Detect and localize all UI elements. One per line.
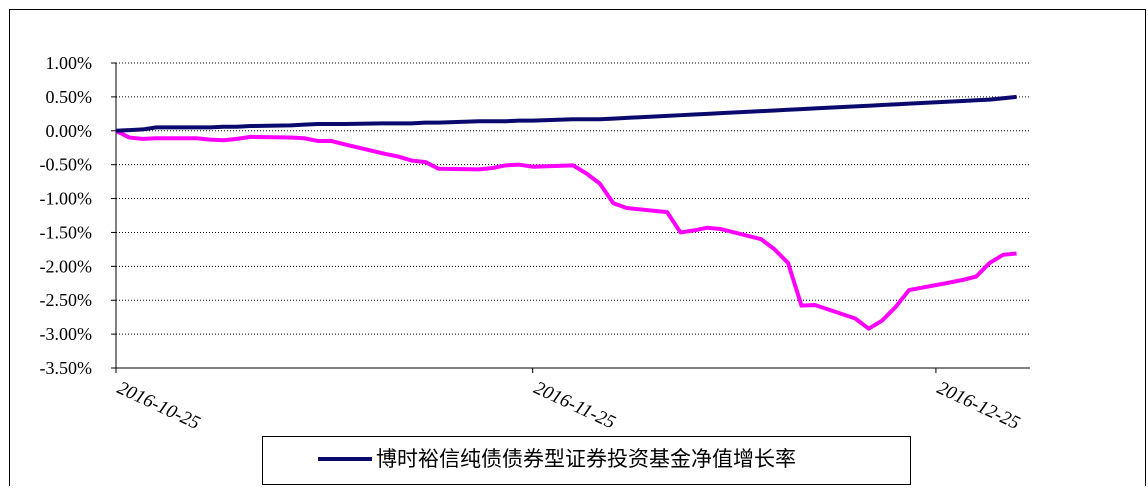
y-tick-label: -3.00%: [40, 324, 93, 344]
series-line: [115, 94, 1017, 133]
x-tick-label: 2016-11-25: [531, 377, 619, 433]
legend-label: 博时裕信纯债债券型证券投资基金净值增长率: [376, 447, 796, 471]
y-tick-label: -0.50%: [40, 155, 93, 175]
y-tick-label: -1.50%: [40, 222, 93, 242]
y-tick-label: 1.00%: [46, 53, 93, 73]
y-tick-label: 0.50%: [46, 87, 93, 107]
series-line: [115, 128, 1017, 331]
y-tick-label: -2.50%: [40, 290, 93, 310]
y-tick-label: -1.00%: [40, 189, 93, 209]
y-tick-label: -3.50%: [40, 358, 93, 378]
x-tick-label: 2016-12-25: [934, 377, 1023, 434]
y-tick-label: -2.00%: [40, 256, 93, 276]
x-tick-label: 2016-10-25: [114, 377, 203, 434]
y-tick-label: 0.00%: [46, 121, 93, 141]
